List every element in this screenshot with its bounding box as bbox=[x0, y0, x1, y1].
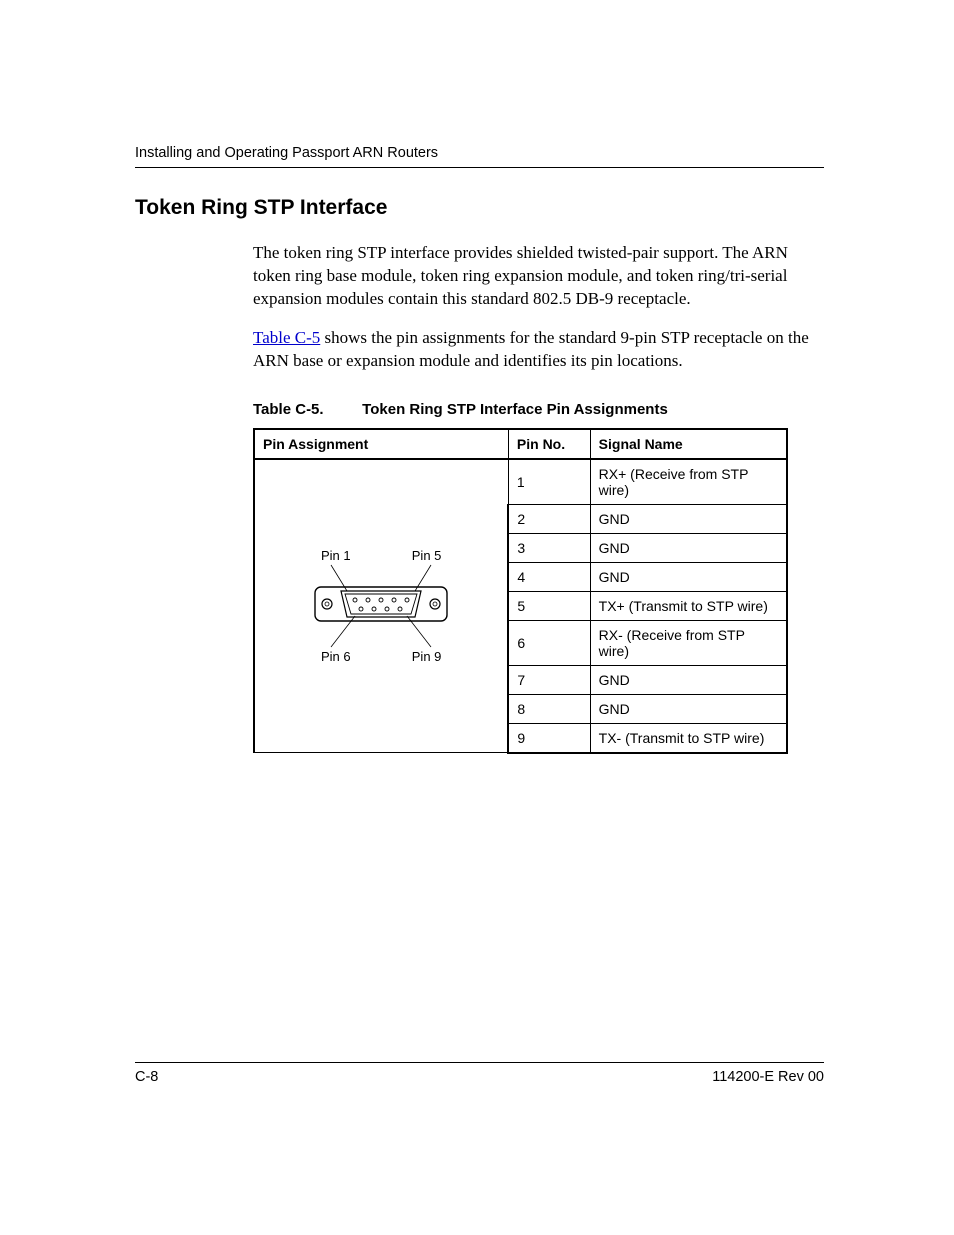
paragraph-2-tail: shows the pin assignments for the standa… bbox=[253, 328, 809, 370]
signal-cell: GND bbox=[590, 665, 787, 694]
connector-diagram: Pin 1 Pin 5 Pin 6 Pin 9 bbox=[263, 506, 499, 706]
signal-cell: RX+ (Receive from STP wire) bbox=[590, 459, 787, 505]
signal-cell: GND bbox=[590, 694, 787, 723]
page-number: C-8 bbox=[135, 1069, 158, 1085]
signal-cell: GND bbox=[590, 533, 787, 562]
pin-no-cell: 4 bbox=[508, 562, 590, 591]
signal-cell: RX- (Receive from STP wire) bbox=[590, 620, 787, 665]
pin5-label: Pin 5 bbox=[412, 548, 442, 563]
pin-no-cell: 6 bbox=[508, 620, 590, 665]
pin9-label: Pin 9 bbox=[412, 649, 442, 664]
doc-id: 114200-E Rev 00 bbox=[712, 1069, 824, 1085]
signal-cell: GND bbox=[590, 562, 787, 591]
table-ref-link[interactable]: Table C-5 bbox=[253, 328, 320, 347]
db9-connector-icon bbox=[301, 561, 461, 651]
signal-cell: TX- (Transmit to STP wire) bbox=[590, 723, 787, 753]
paragraph-2: Table C-5 shows the pin assignments for … bbox=[253, 327, 824, 373]
section-title: Token Ring STP Interface bbox=[135, 196, 824, 220]
pin-assignment-table: Pin Assignment Pin No. Signal Name Pin 1… bbox=[253, 428, 788, 754]
caption-number: Table C-5. bbox=[253, 401, 358, 418]
page: Installing and Operating Passport ARN Ro… bbox=[0, 0, 954, 1235]
col-header-pin-no: Pin No. bbox=[508, 429, 590, 459]
pin-no-cell: 2 bbox=[508, 504, 590, 533]
pin-no-cell: 8 bbox=[508, 694, 590, 723]
pin1-label: Pin 1 bbox=[321, 548, 351, 563]
body-text: The token ring STP interface provides sh… bbox=[253, 242, 824, 373]
col-header-signal: Signal Name bbox=[590, 429, 787, 459]
table-caption: Table C-5. Token Ring STP Interface Pin … bbox=[253, 401, 824, 418]
pin-no-cell: 9 bbox=[508, 723, 590, 753]
table-row: Pin 1 Pin 5 Pin 6 Pin 9 bbox=[254, 459, 787, 505]
col-header-assignment: Pin Assignment bbox=[254, 429, 508, 459]
connector-diagram-cell: Pin 1 Pin 5 Pin 6 Pin 9 bbox=[254, 459, 508, 753]
paragraph-1: The token ring STP interface provides sh… bbox=[253, 242, 824, 311]
table-header-row: Pin Assignment Pin No. Signal Name bbox=[254, 429, 787, 459]
pin6-label: Pin 6 bbox=[321, 649, 351, 664]
caption-title: Token Ring STP Interface Pin Assignments bbox=[362, 401, 668, 418]
running-head: Installing and Operating Passport ARN Ro… bbox=[135, 145, 824, 168]
signal-cell: TX+ (Transmit to STP wire) bbox=[590, 591, 787, 620]
pin-no-cell: 3 bbox=[508, 533, 590, 562]
pin-no-cell: 1 bbox=[508, 459, 590, 505]
signal-cell: GND bbox=[590, 504, 787, 533]
pin-no-cell: 7 bbox=[508, 665, 590, 694]
pin-no-cell: 5 bbox=[508, 591, 590, 620]
page-footer: C-8 114200-E Rev 00 bbox=[135, 1062, 824, 1085]
